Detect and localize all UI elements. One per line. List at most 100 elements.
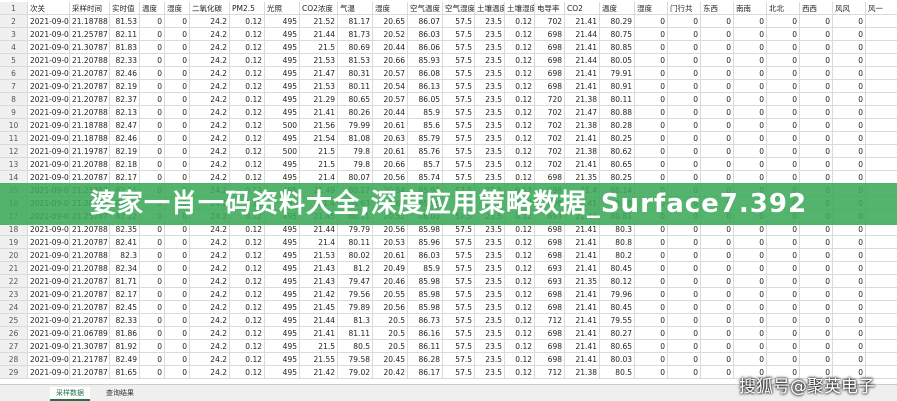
header-cell[interactable]: 西西 [800,2,833,15]
header-cell[interactable]: 二氧化碳 [190,2,230,15]
cell[interactable]: 21.41 [300,327,338,340]
cell[interactable]: 2021-09-0 [28,145,70,158]
cell[interactable]: 0.12 [230,275,265,288]
cell[interactable]: 21.20788 [70,223,110,236]
cell[interactable]: 0 [833,366,866,379]
cell[interactable]: 82.17 [110,288,140,301]
cell[interactable]: 23.5 [475,314,505,327]
cell[interactable]: 0 [800,249,833,262]
cell[interactable]: 0 [866,119,897,132]
header-cell[interactable]: 电导率 [535,2,565,15]
cell[interactable]: 57.5 [443,28,475,41]
cell[interactable]: 21.41 [565,353,600,366]
header-cell[interactable]: 空气湿度 [443,2,475,15]
cell[interactable]: 0 [140,93,165,106]
cell[interactable]: 0 [866,353,897,366]
cell[interactable]: 20.46 [373,275,408,288]
cell[interactable]: 0.12 [505,119,535,132]
cell[interactable]: 0 [866,314,897,327]
cell[interactable]: 23.5 [475,301,505,314]
cell[interactable]: 0 [866,249,897,262]
cell[interactable]: 24.2 [190,366,230,379]
cell[interactable]: 0 [767,28,800,41]
cell[interactable]: 0 [140,54,165,67]
cell[interactable]: 24.2 [190,132,230,145]
cell[interactable]: 0 [701,249,734,262]
cell[interactable]: 57.5 [443,340,475,353]
cell[interactable]: 80.65 [600,340,635,353]
cell[interactable]: 0.12 [230,158,265,171]
cell[interactable]: 0 [165,340,190,353]
cell[interactable]: 21.19787 [70,145,110,158]
cell[interactable]: 86.03 [408,28,443,41]
cell[interactable]: 0 [701,366,734,379]
cell[interactable]: 0 [635,275,668,288]
cell[interactable]: 0 [668,314,701,327]
cell[interactable]: 0 [800,106,833,119]
cell[interactable]: 0 [668,288,701,301]
header-cell[interactable]: 东西 [701,2,734,15]
cell[interactable]: 23.5 [475,93,505,106]
cell[interactable]: 0 [635,340,668,353]
cell[interactable]: 0 [701,158,734,171]
cell[interactable]: 23.5 [475,132,505,145]
cell[interactable]: 82.3 [110,249,140,262]
cell[interactable]: 21.53 [300,80,338,93]
cell[interactable]: 0 [165,80,190,93]
cell[interactable]: 24.2 [190,67,230,80]
cell[interactable]: 23.5 [475,275,505,288]
cell[interactable]: 21.25787 [70,28,110,41]
cell[interactable]: 82.47 [110,119,140,132]
cell[interactable]: 0 [635,236,668,249]
cell[interactable]: 24.2 [190,249,230,262]
cell[interactable]: 21.20787 [70,275,110,288]
cell[interactable]: 0 [140,223,165,236]
cell[interactable]: 57.5 [443,132,475,145]
cell[interactable]: 0 [866,67,897,80]
cell[interactable]: 495 [265,28,300,41]
cell[interactable]: 0 [833,301,866,314]
cell[interactable]: 0 [734,288,767,301]
cell[interactable]: 0 [635,366,668,379]
cell[interactable]: 0 [800,327,833,340]
cell[interactable]: 0 [635,223,668,236]
cell[interactable]: 495 [265,93,300,106]
cell[interactable]: 21.20788 [70,262,110,275]
cell[interactable]: 23.5 [475,262,505,275]
cell[interactable]: 0 [165,275,190,288]
cell[interactable]: 0 [833,288,866,301]
cell[interactable]: 0 [668,223,701,236]
cell[interactable]: 21.47 [565,106,600,119]
cell[interactable]: 0.12 [505,67,535,80]
cell[interactable]: 0 [734,275,767,288]
cell[interactable]: 0 [833,340,866,353]
cell[interactable]: 0.12 [230,353,265,366]
cell[interactable]: 0 [767,366,800,379]
cell[interactable]: 720 [535,93,565,106]
cell[interactable]: 81.53 [110,15,140,28]
cell[interactable]: 23.5 [475,288,505,301]
cell[interactable]: 0 [165,353,190,366]
cell[interactable]: 80.26 [338,106,373,119]
cell[interactable]: 0.12 [505,93,535,106]
cell[interactable]: 0 [833,80,866,93]
cell[interactable]: 23.5 [475,54,505,67]
cell[interactable]: 0 [668,353,701,366]
cell[interactable]: 0 [833,41,866,54]
cell[interactable]: 0 [165,236,190,249]
cell[interactable]: 20.65 [373,15,408,28]
cell[interactable]: 57.5 [443,67,475,80]
cell[interactable]: 23.5 [475,327,505,340]
cell[interactable]: 0 [767,106,800,119]
cell[interactable]: 81.83 [110,41,140,54]
cell[interactable]: 82.19 [110,80,140,93]
cell[interactable]: 0.12 [505,353,535,366]
cell[interactable]: 23.5 [475,28,505,41]
cell[interactable]: 0 [866,236,897,249]
cell[interactable]: 0 [866,275,897,288]
cell[interactable]: 0.12 [230,223,265,236]
cell[interactable]: 0 [833,262,866,275]
cell[interactable]: 24.2 [190,41,230,54]
cell[interactable]: 0 [734,236,767,249]
cell[interactable]: 21.18788 [70,15,110,28]
